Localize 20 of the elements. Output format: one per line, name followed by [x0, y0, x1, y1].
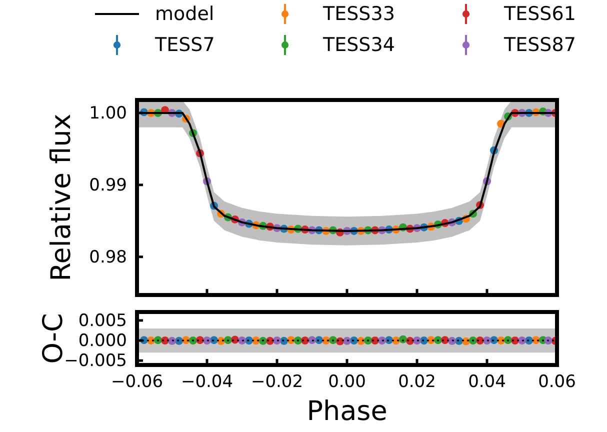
y-tick-label: 0.005 — [78, 310, 127, 331]
y-tick-label: 0.000 — [78, 330, 127, 351]
x-tick-label: 0.00 — [328, 372, 366, 392]
x-tick-label: 0.06 — [538, 372, 576, 392]
x-tick-label: 0.02 — [398, 372, 436, 392]
legend-label: TESS34 — [322, 34, 395, 56]
x-tick-label: −0.02 — [250, 372, 304, 392]
x-tick-label: −0.06 — [110, 372, 164, 392]
legend-label: TESS7 — [154, 34, 215, 56]
y-tick-label: 1.00 — [89, 103, 127, 124]
legend-label: TESS87 — [503, 34, 576, 56]
x-tick-label: −0.04 — [180, 372, 234, 392]
y-axis-title: Relative flux — [46, 114, 77, 282]
y-tick-label: 0.98 — [89, 247, 127, 268]
x-tick-label: 0.04 — [468, 372, 506, 392]
legend-label: model — [155, 3, 214, 25]
y-tick-label: 0.99 — [89, 175, 127, 196]
legend-label: TESS33 — [322, 3, 395, 25]
legend-label: TESS61 — [503, 3, 576, 25]
x-axis-title: Phase — [306, 396, 388, 427]
